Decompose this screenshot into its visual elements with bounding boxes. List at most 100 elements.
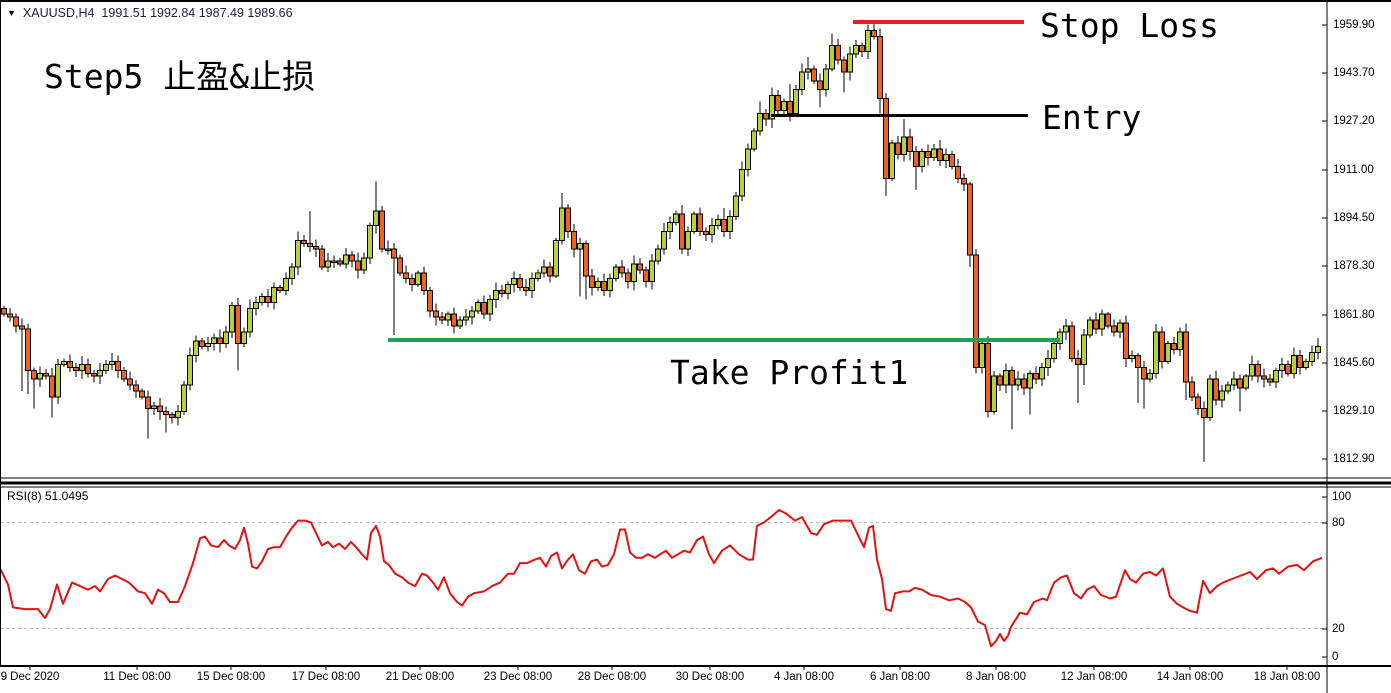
- candle-body: [235, 304, 241, 345]
- candle-body: [367, 225, 373, 259]
- candle-body: [643, 269, 649, 283]
- time-axis-label: 28 Dec 08:00: [577, 671, 647, 683]
- candle-body: [1219, 390, 1225, 401]
- candle-body: [865, 30, 871, 52]
- candle-body: [259, 295, 265, 303]
- candle-body: [1, 307, 7, 315]
- candle-body: [385, 248, 391, 252]
- candle-body: [775, 95, 781, 111]
- candle-body: [205, 343, 211, 348]
- candle-body: [739, 168, 745, 197]
- panel-divider: [0, 481, 1391, 485]
- candle-body: [277, 287, 283, 292]
- candle-body: [397, 257, 403, 274]
- candle-body: [1075, 358, 1081, 365]
- candle-body: [349, 254, 355, 262]
- candle-body: [619, 266, 625, 274]
- candle-body: [889, 142, 895, 179]
- candle-body: [211, 337, 217, 345]
- candle-body: [709, 225, 715, 235]
- candle-body: [469, 310, 475, 318]
- candle-body: [871, 30, 877, 38]
- symbol-header: ▼ XAUUSD,H4 1991.51 1992.84 1987.49 1989…: [7, 6, 293, 20]
- candle-body: [193, 340, 199, 357]
- candle-body: [733, 195, 739, 218]
- candle-body: [541, 266, 547, 274]
- candle-body: [913, 151, 919, 167]
- candle-body: [391, 248, 397, 259]
- chevron-down-icon[interactable]: ▼: [7, 8, 16, 18]
- time-axis-label: 14 Jan 08:00: [1156, 671, 1224, 683]
- symbol-ohlc-text: XAUUSD,H4 1991.51 1992.84 1987.49 1989.6…: [22, 6, 293, 20]
- candle-body: [847, 53, 853, 73]
- candle-body: [1147, 372, 1153, 380]
- candle-body: [769, 95, 775, 120]
- candle-body: [223, 331, 229, 345]
- candle-body: [337, 260, 343, 265]
- candle-body: [895, 142, 901, 156]
- candle-body: [667, 222, 673, 232]
- candle-body: [103, 363, 109, 371]
- candle-body: [553, 239, 559, 277]
- candle-body: [199, 340, 205, 348]
- rsi-axis-label: 0: [1332, 651, 1339, 663]
- entry-label: Entry: [1042, 98, 1142, 137]
- candle-body: [415, 272, 421, 286]
- candle-body: [661, 230, 667, 250]
- time-axis-separator: [0, 665, 1391, 667]
- candle-body: [565, 207, 571, 232]
- candle-body: [121, 369, 127, 380]
- candle-body: [1231, 378, 1237, 386]
- candle-body: [649, 260, 655, 283]
- candle-body: [1153, 331, 1159, 374]
- candle-body: [1285, 363, 1291, 374]
- candle-body: [1177, 331, 1183, 351]
- price-axis-label: 1812.90: [1333, 453, 1375, 465]
- candle-body: [577, 242, 583, 250]
- candle-body: [931, 148, 937, 159]
- candle-body: [283, 278, 289, 292]
- candle-body: [529, 278, 535, 292]
- candle-body: [1027, 372, 1033, 389]
- time-axis-label: 18 Jan 08:00: [1253, 671, 1321, 683]
- candle-body: [589, 275, 595, 289]
- candle-body: [1051, 343, 1057, 360]
- candle-body: [1315, 346, 1321, 354]
- candle-body: [523, 287, 529, 292]
- candle-body: [115, 360, 121, 371]
- time-axis-label: 15 Dec 08:00: [196, 671, 266, 683]
- candle-body: [925, 151, 931, 159]
- candle-body: [1255, 363, 1261, 377]
- candle-body: [463, 316, 469, 321]
- candle-body: [361, 257, 367, 271]
- candle-body: [499, 290, 505, 295]
- candle-body: [319, 248, 325, 268]
- candle-body: [1039, 366, 1045, 380]
- candle-body: [313, 245, 319, 250]
- candle-body: [943, 154, 949, 162]
- candle-body: [43, 372, 49, 377]
- candle-body: [1105, 313, 1111, 327]
- time-axis-label: 21 Dec 08:00: [385, 671, 455, 683]
- candle-body: [145, 396, 151, 410]
- candle-body: [373, 210, 379, 227]
- price-axis-label: 1878.30: [1333, 260, 1375, 272]
- price-axis-label: 1845.60: [1333, 357, 1375, 369]
- candle-body: [583, 242, 589, 277]
- candle-body: [175, 411, 181, 419]
- candle-body: [901, 136, 907, 156]
- candle-body: [979, 343, 985, 368]
- candle-body: [907, 136, 913, 153]
- candle-body: [289, 266, 295, 280]
- candle-body: [1303, 360, 1309, 368]
- candle-body: [517, 278, 523, 289]
- candle-body: [1033, 372, 1039, 380]
- candle-body: [85, 363, 91, 374]
- rsi-indicator-label: RSI(8) 51.0495: [7, 489, 89, 503]
- candle-body: [7, 313, 13, 318]
- candle-body: [829, 44, 835, 70]
- candle-body: [127, 378, 133, 386]
- time-axis-label: 17 Dec 08:00: [291, 671, 361, 683]
- candle-body: [841, 59, 847, 73]
